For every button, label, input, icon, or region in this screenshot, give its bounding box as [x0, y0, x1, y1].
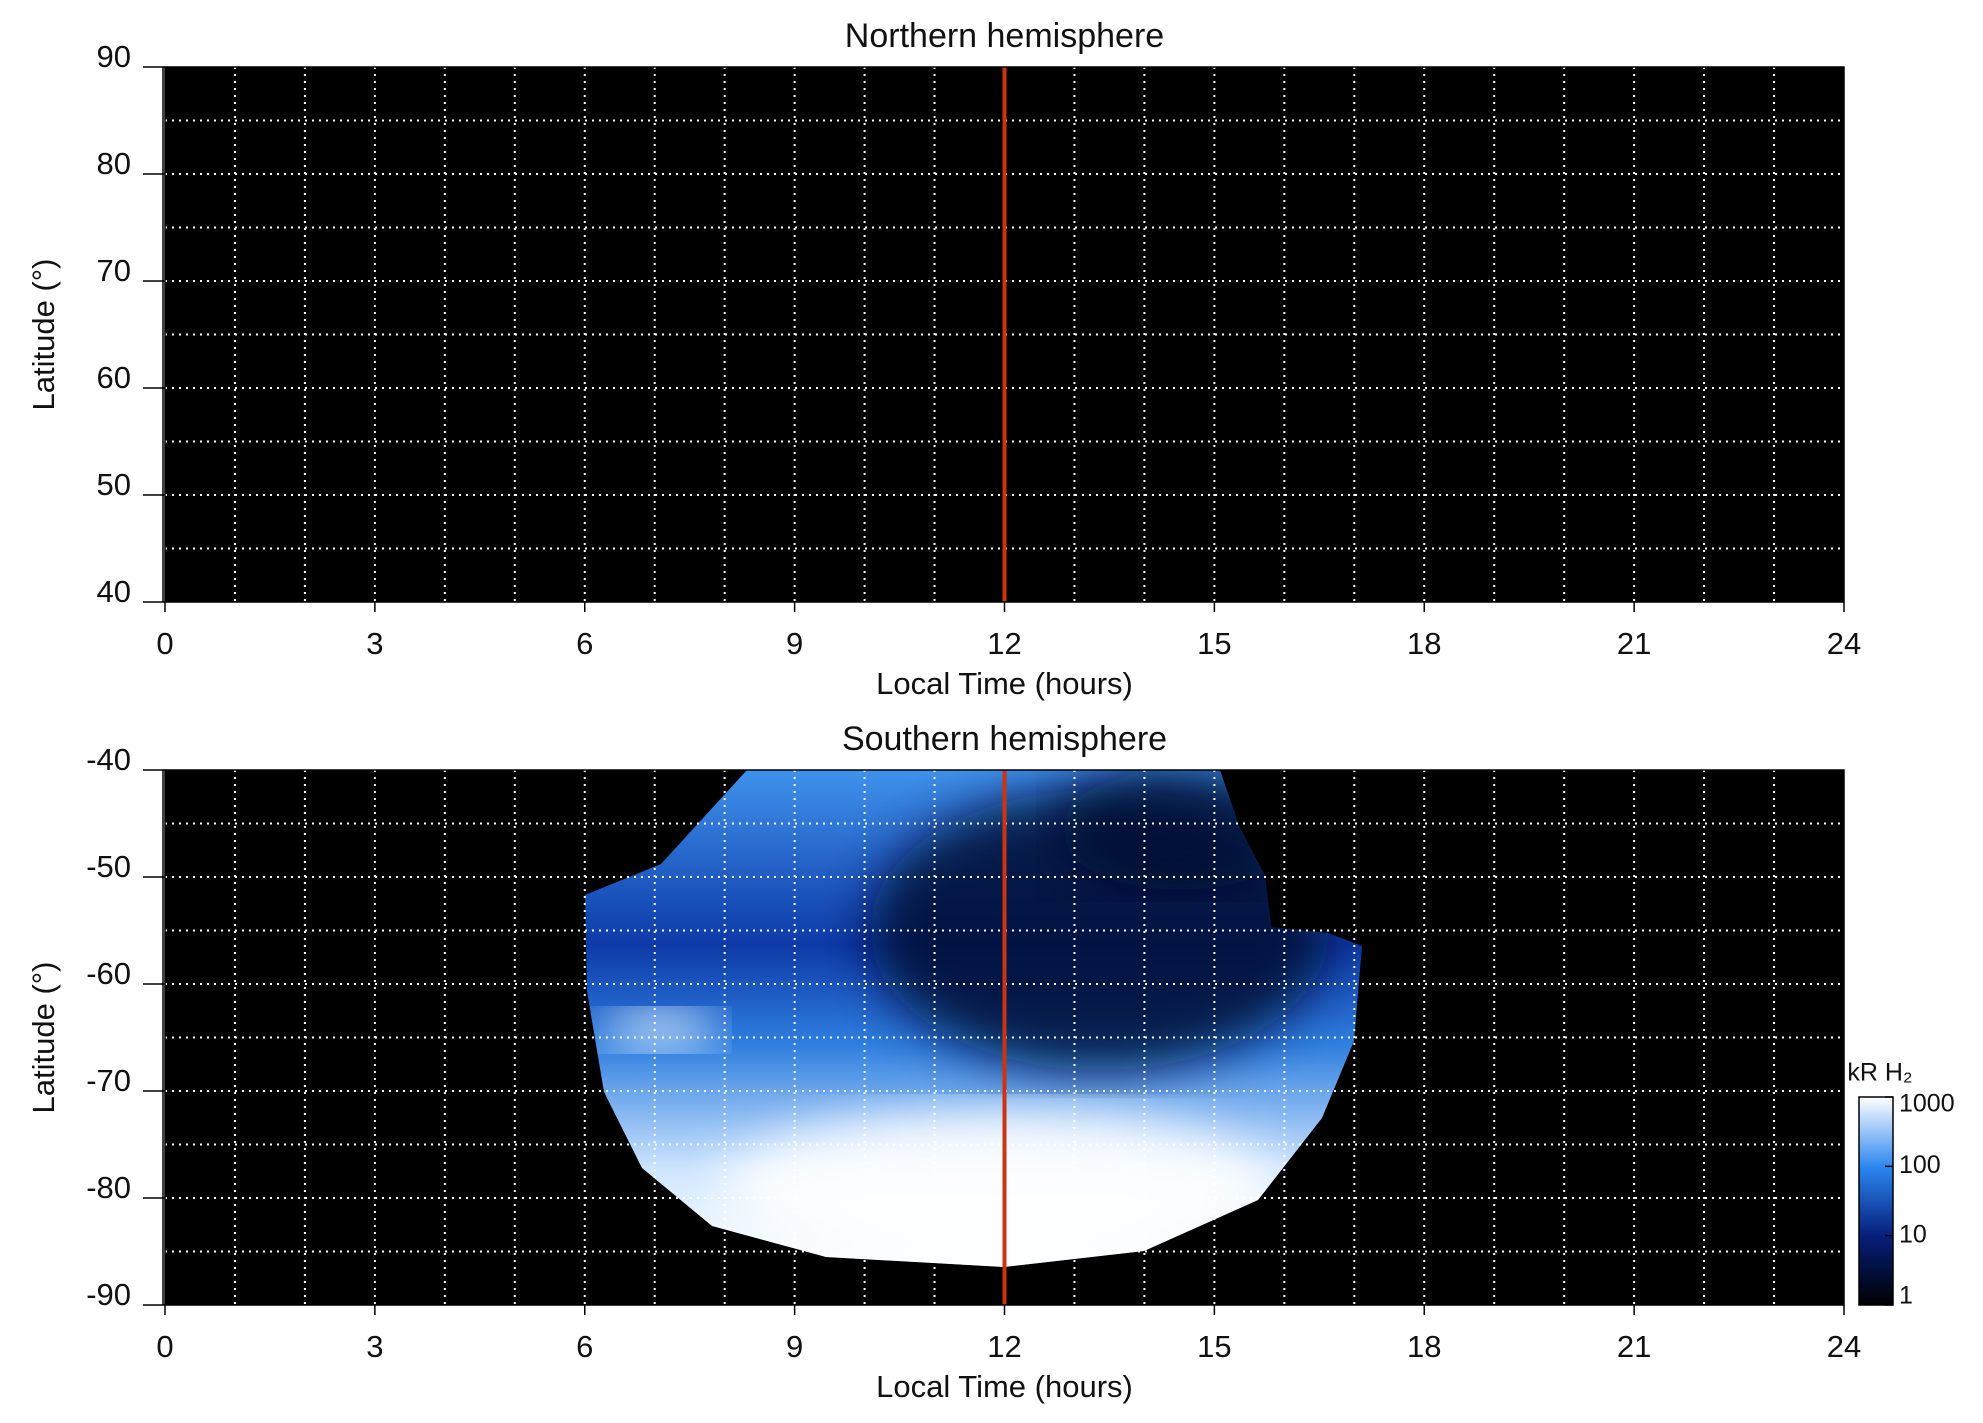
x-tick-label: 0	[156, 626, 173, 661]
x-tick-label: 15	[1197, 626, 1231, 661]
x-tick-label: 3	[366, 1329, 383, 1364]
y-tick-label: -90	[86, 1277, 131, 1312]
x-tick-label: 18	[1407, 626, 1441, 661]
y-tick-label: -60	[86, 956, 131, 991]
x-tick-label: 6	[576, 626, 593, 661]
x-tick-label: 12	[987, 626, 1021, 661]
x-tick-label: 9	[786, 1329, 803, 1364]
y-tick-label: 60	[97, 360, 131, 395]
y-tick-label: -40	[86, 742, 131, 777]
colorbar	[1858, 1096, 1894, 1306]
x-tick-label: 9	[786, 626, 803, 661]
x-tick-label: 21	[1617, 626, 1651, 661]
colorbar-label: kR H₂	[1847, 1059, 1912, 1087]
x-axis-label: Local Time (hours)	[876, 666, 1133, 701]
y-tick-label: -70	[86, 1063, 131, 1098]
plot-frame	[164, 66, 1845, 603]
aurora-image	[585, 770, 1362, 1267]
y-axis-label: Latitude (°)	[26, 962, 61, 1114]
y-tick-label: 80	[97, 146, 131, 181]
y-tick-label: -50	[86, 849, 131, 884]
colorbar-tick-label: 1	[1899, 1282, 1913, 1310]
y-tick-label: 70	[97, 253, 131, 288]
colorbar-tick-label: 1000	[1899, 1090, 1955, 1118]
x-tick-label: 24	[1827, 1329, 1861, 1364]
x-tick-label: 24	[1827, 626, 1861, 661]
x-axis-label: Local Time (hours)	[876, 1369, 1133, 1404]
colorbar-tick-label: 100	[1899, 1151, 1941, 1179]
y-tick-label: 40	[97, 574, 131, 609]
x-tick-label: 15	[1197, 1329, 1231, 1364]
x-tick-label: 21	[1617, 1329, 1651, 1364]
x-tick-label: 18	[1407, 1329, 1441, 1364]
x-tick-label: 12	[987, 1329, 1021, 1364]
y-tick-label: 90	[97, 39, 131, 74]
chart-title: Southern hemisphere	[842, 720, 1167, 758]
chart-title: Northern hemisphere	[845, 17, 1164, 55]
y-tick-label: -80	[86, 1170, 131, 1205]
y-tick-label: 50	[97, 467, 131, 502]
x-tick-label: 0	[156, 1329, 173, 1364]
x-tick-label: 3	[366, 626, 383, 661]
y-axis-label: Latitude (°)	[26, 259, 61, 411]
x-tick-label: 6	[576, 1329, 593, 1364]
plot-frame	[164, 769, 1845, 1306]
colorbar-tick-label: 10	[1899, 1220, 1927, 1248]
